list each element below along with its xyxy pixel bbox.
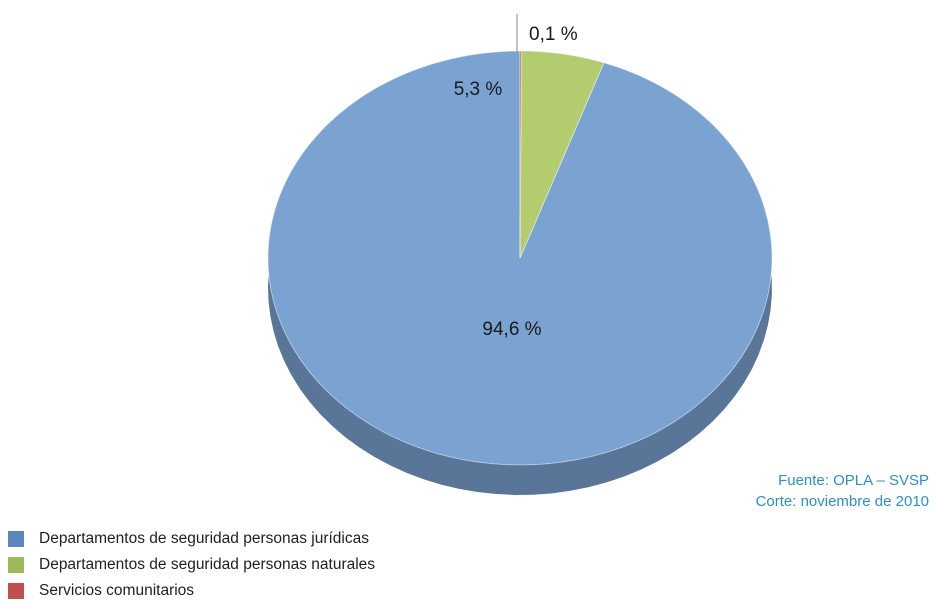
legend-swatch <box>8 583 24 599</box>
data-label-1: 5,3 % <box>454 79 503 100</box>
legend-item-naturales: Departamentos de seguridad personas natu… <box>8 552 375 578</box>
legend-label: Departamentos de seguridad personas jurí… <box>39 530 369 547</box>
legend-item-juridicas: Departamentos de seguridad personas jurí… <box>8 526 375 552</box>
source-line: Fuente: OPLA – SVSP <box>778 472 929 489</box>
legend-swatch <box>8 557 24 573</box>
legend-item-comunitarios: Servicios comunitarios <box>8 578 375 604</box>
pie-data-labels: 94,6 % 5,3 % 0,1 % <box>454 14 578 340</box>
pie-slices <box>267 50 773 466</box>
legend-label: Departamentos de seguridad personas natu… <box>39 556 376 573</box>
data-label-2: 0,1 % <box>529 24 578 45</box>
cutoff-date-line: Corte: noviembre de 2010 <box>755 493 929 510</box>
data-label-0: 94,6 % <box>482 319 541 340</box>
source-note: Fuente: OPLA – SVSP Corte: noviembre de … <box>756 470 929 512</box>
legend-swatch <box>8 531 24 547</box>
legend-label: Servicios comunitarios <box>39 582 195 599</box>
pie-slice-2 <box>519 50 522 259</box>
legend: Departamentos de seguridad personas jurí… <box>8 526 375 604</box>
